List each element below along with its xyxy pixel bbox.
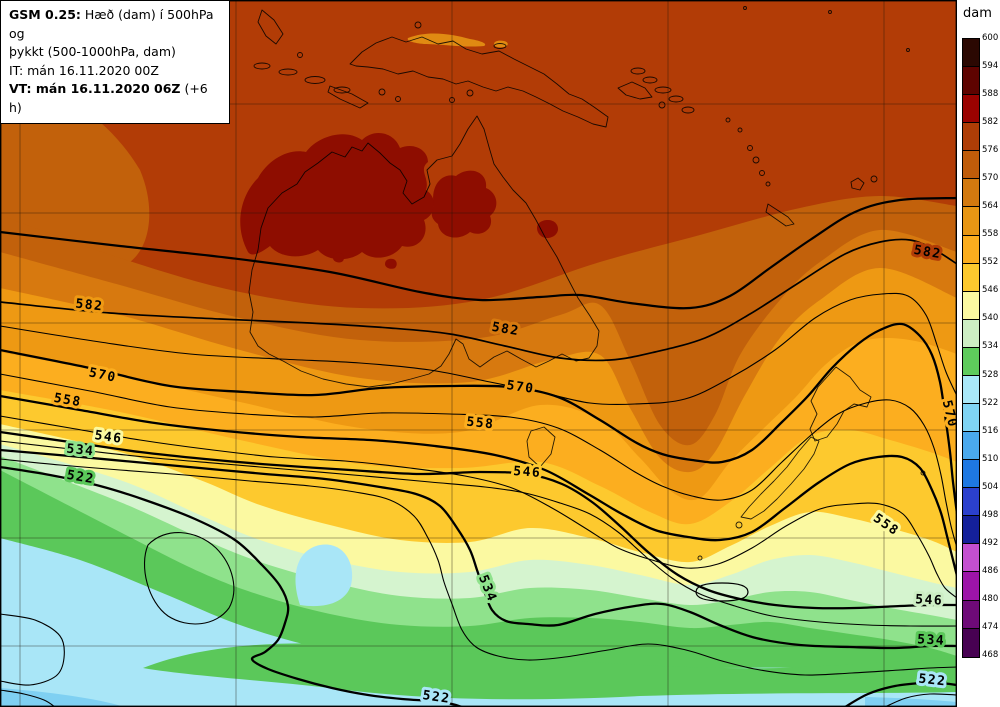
contour-label: 534: [66, 442, 95, 460]
legend-tick: 468: [982, 650, 999, 661]
legend-tick: 534: [982, 341, 999, 352]
height-contours: [0, 196, 957, 707]
contour-label: 558: [466, 415, 495, 433]
legend-cell-510-516: [963, 432, 979, 461]
legend-tick: 558: [982, 229, 999, 240]
legend-tick: 582: [982, 116, 999, 127]
contour-label: 534: [917, 632, 946, 648]
contour-label: 546: [915, 592, 944, 608]
contour-label: 582: [75, 297, 104, 315]
legend-tick: 528: [982, 369, 999, 380]
legend-cell-486-492: [963, 544, 979, 573]
legend-cell-534-540: [963, 319, 979, 348]
legend-cell-546-552: [963, 263, 979, 292]
legend-cell-498-504: [963, 488, 979, 517]
legend-tick: 540: [982, 313, 999, 324]
legend-tick: 486: [982, 566, 999, 577]
legend-tick: 576: [982, 144, 999, 155]
legend-tick: 474: [982, 622, 999, 633]
legend-tick: 600: [982, 32, 999, 43]
legend-cell-474-480: [963, 600, 979, 629]
contour-label: 546: [513, 464, 542, 481]
map-border: [0, 0, 957, 707]
legend-tick: 564: [982, 201, 999, 212]
legend-cell-540-546: [963, 291, 979, 320]
title-line-1: GSM 0.25: Hæð (dam) í 500hPa og: [9, 6, 221, 43]
legend-tick: 552: [982, 257, 999, 268]
legend-cell-594-600: [963, 39, 979, 68]
valid-time-offset: (+6 h): [9, 81, 208, 115]
legend-cell-564-570: [963, 179, 979, 208]
legend-cell-480-486: [963, 572, 979, 601]
legend-cell-468-474: [963, 628, 979, 657]
legend-tick: 594: [982, 60, 999, 71]
title-text: Hæð (dam) í 500hPa og: [9, 7, 214, 41]
legend-colorbar: [962, 38, 980, 658]
legend-cell-492-498: [963, 516, 979, 545]
legend-tick: 510: [982, 453, 999, 464]
legend-cell-558-564: [963, 207, 979, 236]
legend-tick: 546: [982, 285, 999, 296]
legend-tick: 516: [982, 425, 999, 436]
contour-label: 522: [918, 672, 947, 690]
legend-panel: dam 600 594 588 582 576 570 564 558 552 546 540 534…: [957, 0, 1000, 707]
title-box: GSM 0.25: Hæð (dam) í 500hPa og þykkt (5…: [0, 0, 230, 124]
map-canvas: 582 570 558 546 534 522 582 570 558 546 534 522 582 5…: [0, 0, 957, 707]
legend-tick: 522: [982, 397, 999, 408]
legend-cell-582-588: [963, 95, 979, 124]
init-time: IT: mán 16.11.2020 00Z: [9, 62, 159, 78]
valid-time-bold: VT: mán 16.11.2020 06Z: [9, 81, 181, 96]
title-line-2: þykkt (500-1000hPa, dam): [9, 44, 176, 59]
model-name: GSM 0.25:: [9, 7, 81, 22]
legend-cell-576-582: [963, 123, 979, 152]
contour-label: 522: [422, 688, 452, 707]
legend-cell-504-510: [963, 460, 979, 489]
legend-tick: 588: [982, 88, 999, 99]
legend-cell-528-534: [963, 347, 979, 376]
legend-cell-570-576: [963, 151, 979, 180]
legend-tick: 570: [982, 172, 999, 183]
valid-time: VT: mán 16.11.2020 06Z (+6 h): [9, 80, 221, 117]
legend-tick: 480: [982, 594, 999, 605]
legend-unit-label: dam: [963, 6, 992, 21]
legend-tick: 504: [982, 481, 999, 492]
legend-cell-588-594: [963, 67, 979, 96]
legend-cell-552-558: [963, 235, 979, 264]
weather-map: 5825705585465345225825705585465345225825…: [0, 0, 957, 707]
legend-cell-522-528: [963, 375, 979, 405]
legend-tick: 492: [982, 538, 999, 549]
legend-tick: 498: [982, 510, 999, 521]
legend-cell-516-522: [963, 404, 979, 433]
